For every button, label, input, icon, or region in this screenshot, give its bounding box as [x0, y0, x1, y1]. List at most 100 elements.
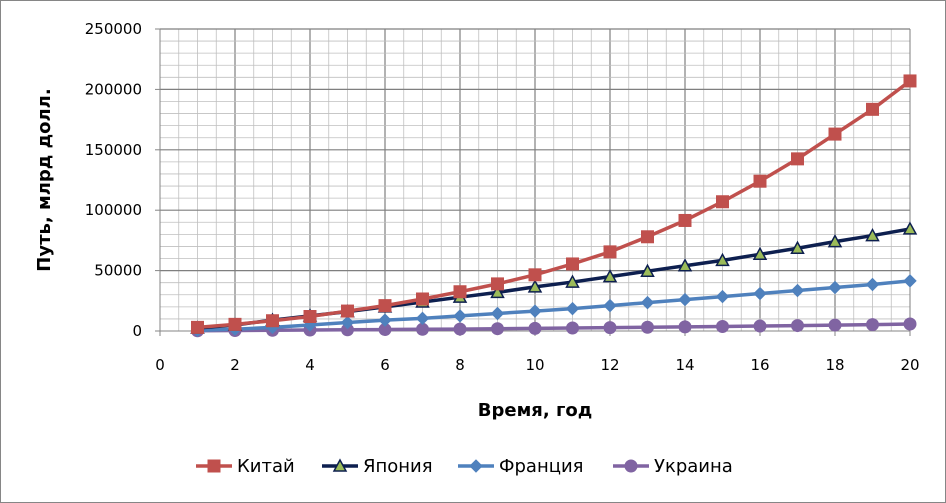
y-axis-title: Путь, млрд долл.: [34, 88, 55, 271]
data-point: [603, 245, 617, 259]
legend-item-3: Франция: [458, 456, 584, 477]
data-point: [340, 315, 355, 330]
y-tick-label: 0: [132, 322, 142, 340]
data-point: [378, 299, 392, 313]
y-tick-label: 100000: [85, 201, 142, 219]
data-point: [865, 277, 880, 292]
data-point: [640, 295, 655, 310]
data-point: [866, 318, 879, 332]
series-4: [191, 317, 917, 338]
data-point: [453, 309, 467, 323]
data-point: [753, 174, 767, 188]
data-point: [790, 283, 805, 298]
y-tick-label: 150000: [85, 141, 142, 159]
data-point: [378, 313, 392, 327]
x-tick-label: 12: [600, 356, 619, 374]
x-tick-label: 4: [305, 356, 315, 374]
legend-marker: [332, 458, 348, 472]
data-point: [491, 277, 504, 291]
data-point: [566, 257, 579, 271]
data-point: [903, 74, 917, 88]
x-tick-label: 10: [525, 356, 544, 374]
legend-item-4: Украина: [613, 456, 733, 477]
y-tick-label: 200000: [85, 80, 142, 98]
data-point: [678, 320, 692, 334]
y-tick-label: 50000: [94, 262, 142, 280]
data-point: [566, 321, 579, 335]
data-point: [528, 321, 542, 335]
y-tick-label: 250000: [85, 20, 142, 38]
x-tick-labels: 0 2 4 6 8 10 12 14 16 18 20: [155, 356, 919, 374]
data-point: [303, 310, 317, 324]
data-point: [266, 314, 279, 328]
data-point: [565, 274, 580, 288]
x-tick-label: 14: [675, 356, 694, 374]
data-point: [453, 285, 467, 299]
data-point: [902, 221, 918, 235]
data-point: [790, 240, 805, 255]
x-tick-label: 16: [750, 356, 769, 374]
data-point: [453, 322, 467, 336]
data-point: [603, 298, 617, 313]
data-point: [715, 289, 730, 304]
x-tick-label: 8: [455, 356, 465, 374]
data-point: [827, 234, 843, 248]
data-point: [903, 317, 917, 331]
data-point: [490, 284, 505, 299]
data-point: [527, 279, 543, 293]
data-point: [791, 152, 804, 166]
data-point: [866, 102, 879, 116]
y-tick-labels: 0 50000 100000 150000 200000 250000: [85, 20, 142, 340]
x-axis-title: Время, год: [478, 400, 593, 421]
data-point: [528, 304, 542, 318]
legend-marker: [469, 459, 483, 473]
data-point: [602, 269, 618, 283]
data-point: [677, 258, 693, 272]
data-point: [603, 321, 617, 335]
data-point: [416, 292, 429, 306]
data-point: [528, 268, 542, 282]
data-point: [641, 230, 654, 244]
legend-label: Китай: [237, 456, 295, 477]
data-point: [191, 320, 204, 334]
legend-label: Украина: [654, 456, 733, 477]
data-point: [228, 317, 242, 331]
x-tick-label: 6: [380, 356, 390, 374]
x-tick-label: 2: [230, 356, 240, 374]
data-point: [828, 280, 842, 295]
data-point: [415, 311, 430, 326]
data-point: [641, 320, 654, 334]
legend-label: Франция: [499, 456, 584, 477]
data-point: [416, 322, 429, 336]
data-point: [716, 320, 729, 334]
data-point: [640, 263, 655, 277]
data-point: [565, 301, 580, 316]
data-point: [865, 228, 880, 242]
data-point: [903, 274, 917, 288]
data-point: [678, 292, 692, 307]
x-tick-label: 18: [825, 356, 844, 374]
series: [190, 74, 918, 338]
data-point: [678, 213, 692, 227]
legend-label: Япония: [363, 456, 433, 477]
data-point: [715, 252, 730, 267]
legend-item-1: Китай: [196, 456, 295, 477]
x-tick-label: 20: [900, 356, 919, 374]
data-point: [341, 304, 354, 318]
data-point: [828, 127, 842, 141]
legend-item-2: Япония: [322, 456, 433, 477]
data-point: [828, 318, 842, 332]
data-point: [753, 319, 767, 333]
legend: Китай Япония Франция Украина: [196, 456, 733, 477]
data-point: [753, 286, 767, 301]
data-point: [490, 306, 505, 321]
series-3: [190, 274, 917, 338]
data-point: [491, 322, 504, 336]
data-point: [791, 319, 804, 333]
legend-marker: [207, 459, 221, 473]
legend-marker: [624, 459, 638, 473]
x-tick-label: 0: [155, 356, 165, 374]
series-1: [191, 74, 917, 334]
data-point: [752, 246, 768, 261]
